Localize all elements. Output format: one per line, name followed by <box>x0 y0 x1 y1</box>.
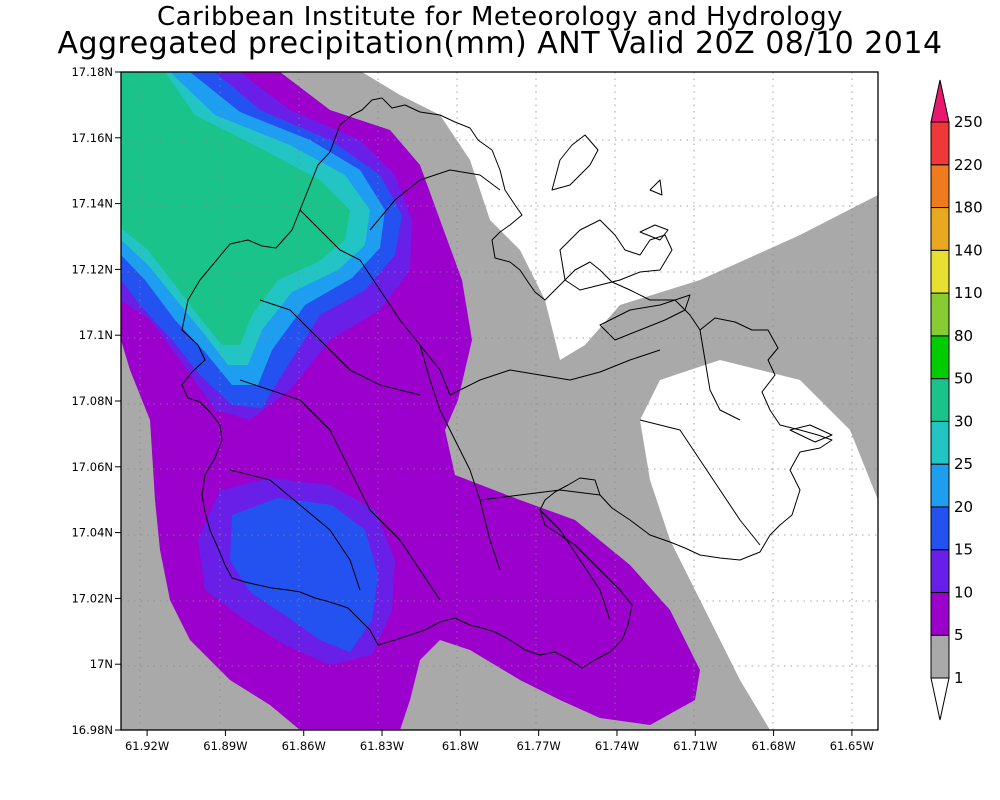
colorbar-cell <box>931 293 949 336</box>
colorbar-label: 1 <box>954 669 964 687</box>
colorbar-cell <box>931 336 949 379</box>
precipitation-field <box>121 72 878 730</box>
colorbar-label: 220 <box>954 156 983 174</box>
colorbar-label: 25 <box>954 455 973 473</box>
lat-tick-label: 17.12N <box>71 262 113 276</box>
lon-tick-label: 61.71W <box>673 739 717 753</box>
colorbar-label: 50 <box>954 370 973 388</box>
lat-tick-label: 17.14N <box>71 197 113 211</box>
colorbar-label: 250 <box>954 113 983 131</box>
lat-tick-label: 17.04N <box>71 526 113 540</box>
longitude-axis: 61.92W 61.89W 61.86W 61.83W 61.8W 61.77W 61.74… <box>125 730 874 753</box>
colorbar-cell <box>931 208 949 251</box>
colorbar-label: 30 <box>954 412 973 430</box>
lat-tick-label: 17N <box>90 657 113 671</box>
colorbar-label: 20 <box>954 498 973 516</box>
latitude-axis: 17.18N 17.16N 17.14N 17.12N 17.1N 17.08N 17.06… <box>71 65 121 737</box>
lon-tick-label: 61.65W <box>830 739 874 753</box>
lat-tick-label: 16.98N <box>71 723 113 737</box>
lon-tick-label: 61.68W <box>751 739 795 753</box>
colorbar-label: 110 <box>954 284 983 302</box>
lon-tick-label: 61.74W <box>595 739 639 753</box>
colorbar-cell <box>931 464 949 507</box>
lon-tick-label: 61.77W <box>517 739 561 753</box>
colorbar-label: 80 <box>954 327 973 345</box>
colorbar-cell <box>931 550 949 593</box>
lat-tick-label: 17.1N <box>79 328 113 342</box>
colorbar-cell <box>931 122 949 165</box>
lat-tick-label: 17.02N <box>71 591 113 605</box>
colorbar-label: 15 <box>954 541 973 559</box>
colorbar-label: 140 <box>954 241 983 259</box>
colorbar-cell <box>931 635 949 678</box>
lat-tick-label: 17.18N <box>71 65 113 79</box>
lat-tick-label: 17.16N <box>71 131 113 145</box>
colorbar-cell-min <box>931 678 949 720</box>
colorbar-cell <box>931 421 949 464</box>
lon-tick-label: 61.8W <box>442 739 479 753</box>
lat-tick-label: 17.08N <box>71 394 113 408</box>
lon-tick-label: 61.83W <box>360 739 404 753</box>
colorbar-cell <box>931 507 949 550</box>
colorbar-cell <box>931 592 949 635</box>
colorbar-cell <box>931 379 949 422</box>
lon-tick-label: 61.86W <box>282 739 326 753</box>
lat-tick-label: 17.06N <box>71 460 113 474</box>
colorbar-cell <box>931 165 949 208</box>
colorbar-cell-max <box>931 80 949 122</box>
lon-tick-label: 61.89W <box>203 739 247 753</box>
colorbar-cell <box>931 250 949 293</box>
colorbar-label: 10 <box>954 583 973 601</box>
lon-tick-label: 61.92W <box>125 739 169 753</box>
colorbar-label: 5 <box>954 626 964 644</box>
colorbar-label: 180 <box>954 199 983 217</box>
